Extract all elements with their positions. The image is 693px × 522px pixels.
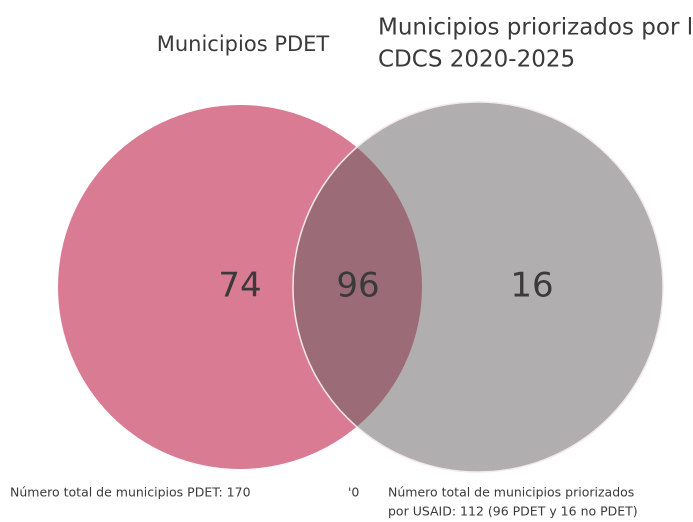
set-label: Municipios PDET	[157, 32, 330, 56]
outline	[292, 101, 664, 473]
set-label: Municipios priorizados por la	[378, 15, 693, 41]
region-value: 74	[218, 266, 261, 306]
overlap	[293, 105, 422, 469]
region-value: 16	[510, 266, 553, 306]
set-label: CDCS 2020-2025	[378, 47, 575, 73]
note: Número total de municipios priorizados	[388, 485, 634, 500]
region-value: 96	[336, 266, 379, 306]
note: '0	[348, 485, 359, 500]
note: por USAID: 112 (96 PDET y 16 no PDET)	[388, 504, 638, 519]
note: Número total de municipios PDET: 170	[10, 485, 251, 500]
